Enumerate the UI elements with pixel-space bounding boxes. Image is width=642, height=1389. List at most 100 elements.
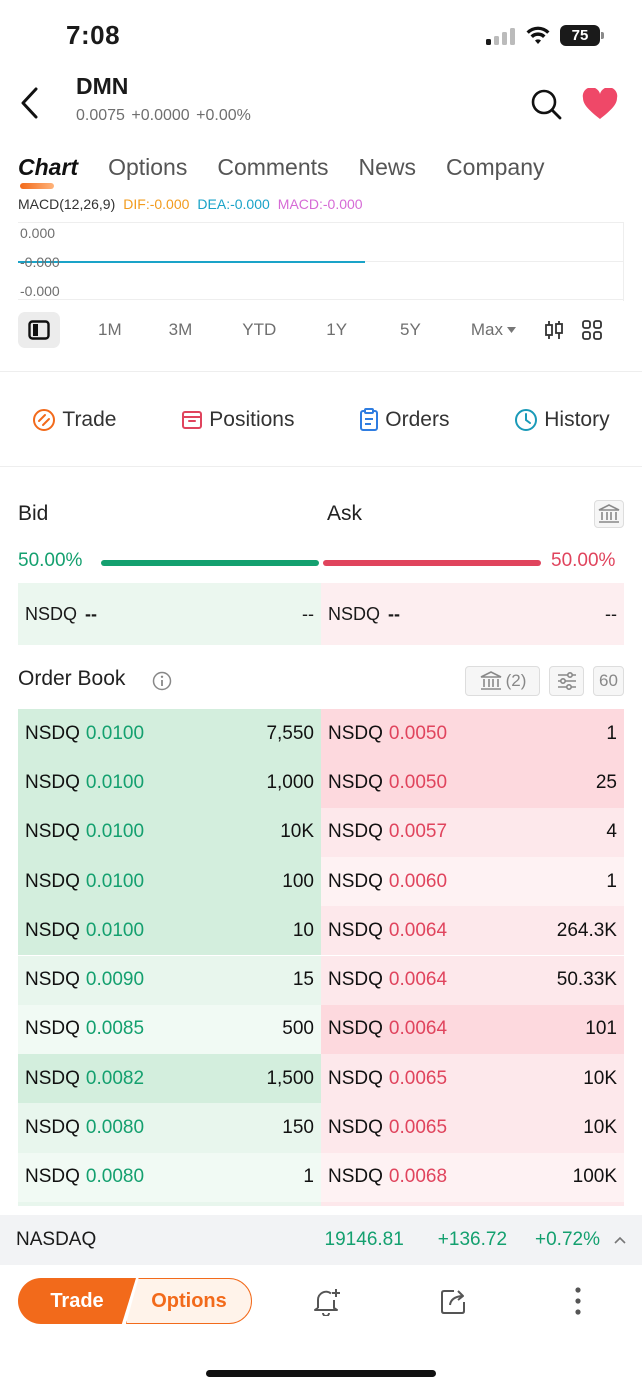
favorite-heart-icon[interactable] (582, 88, 618, 120)
ask-level[interactable]: NSDQ 0.0064 264.3K (321, 906, 624, 956)
bid-level (18, 1202, 321, 1206)
ask-level[interactable]: NSDQ 0.0068 100K (321, 1152, 624, 1202)
bid-summary-exchange: NSDQ (25, 603, 78, 624)
bid-share-bar (101, 560, 319, 566)
positions-action[interactable]: Positions (181, 408, 294, 432)
bid-level[interactable]: NSDQ 0.0100 1,000 (18, 758, 321, 808)
range-ytd[interactable]: YTD (242, 320, 277, 339)
bid-quantity: 15 (292, 969, 314, 991)
bank-icon (598, 504, 620, 523)
bid-summary-price: -- (85, 603, 98, 624)
order-book-row: NSDQ 0.0100 100 NSDQ 0.0060 1 (18, 856, 624, 907)
bid-level[interactable]: NSDQ 0.0100 10K (18, 807, 321, 857)
order-book-row: NSDQ 0.0080 150 NSDQ 0.0065 10K (18, 1103, 624, 1153)
info-icon[interactable] (152, 671, 172, 691)
price-alert-bell-icon[interactable] (312, 1286, 342, 1316)
chart-panel-toggle[interactable] (18, 312, 60, 348)
bid-level[interactable]: NSDQ 0.0082 1,500 (18, 1054, 321, 1104)
ask-quantity: 50.33K (556, 969, 617, 991)
bid-quantity: 1,500 (266, 1067, 314, 1089)
exchange-building-button[interactable] (594, 500, 624, 528)
ask-level[interactable]: NSDQ 0.0060 1 (321, 856, 624, 907)
macd-chart[interactable] (18, 222, 624, 301)
search-icon[interactable] (530, 88, 562, 120)
bid-level[interactable]: NSDQ 0.0090 15 (18, 955, 321, 1005)
bid-level[interactable]: NSDQ 0.0100 100 (18, 856, 321, 907)
ask-level-content: NSDQ 0.0068 100K (328, 1166, 617, 1188)
macd-label: MACD(12,26,9) (18, 196, 116, 212)
range-1m[interactable]: 1M (98, 320, 122, 339)
bid-price: 0.0090 (85, 969, 145, 991)
exchange-filter-button[interactable]: (2) (465, 666, 540, 696)
ask-level[interactable]: NSDQ 0.0065 10K (321, 1054, 624, 1104)
orders-action[interactable]: Orders (359, 408, 449, 432)
ask-price: 0.0060 (388, 870, 448, 892)
history-action[interactable]: History (514, 408, 610, 432)
ask-quantity: 1 (606, 722, 617, 744)
order-book-title: Order Book (18, 667, 126, 690)
ask-price: 0.0057 (388, 821, 448, 843)
trade-action[interactable]: Trade (32, 408, 116, 432)
range-max[interactable]: Max (471, 320, 516, 340)
bid-quantity: 1 (303, 1166, 314, 1188)
order-book-row: NSDQ 0.0082 1,500 NSDQ 0.0065 10K (18, 1054, 624, 1104)
ask-summary: NSDQ -- -- (321, 583, 624, 645)
ask-level[interactable]: NSDQ 0.0050 25 (321, 758, 624, 808)
ask-quantity: 1 (606, 870, 617, 892)
section-tabs: Chart Options Comments News Company (18, 154, 642, 189)
tab-options[interactable]: Options (108, 154, 188, 180)
order-book-row: NSDQ 0.0100 10K NSDQ 0.0057 4 (18, 807, 624, 857)
status-time: 7:08 (66, 20, 121, 50)
tab-company[interactable]: Company (446, 154, 545, 180)
tab-chart[interactable]: Chart (18, 154, 79, 189)
ask-level[interactable]: NSDQ 0.0050 1 (321, 709, 624, 759)
ask-share-bar (323, 560, 541, 566)
order-book-row: NSDQ 0.0100 10 NSDQ 0.0064 264.3K (18, 906, 624, 956)
battery-icon: 75 (560, 25, 604, 46)
macd-dea-line (18, 261, 365, 263)
depth-levels-button[interactable]: 60 (593, 666, 624, 696)
bid-level-content: NSDQ 0.0100 1,000 (25, 772, 314, 794)
tab-news[interactable]: News (358, 154, 417, 180)
ask-quantity: 101 (585, 1018, 617, 1040)
ask-exchange: NSDQ (328, 821, 383, 843)
bid-level[interactable]: NSDQ 0.0085 500 (18, 1004, 321, 1055)
bid-exchange: NSDQ (25, 821, 80, 843)
range-3m[interactable]: 3M (168, 320, 193, 339)
candlestick-icon[interactable] (544, 320, 564, 340)
ask-level[interactable]: NSDQ 0.0057 4 (321, 807, 624, 857)
index-ticker-bar[interactable]: NASDAQ 19146.81 +136.72 +0.72% (0, 1215, 642, 1265)
share-icon[interactable] (440, 1287, 468, 1315)
positions-action-label: Positions (209, 408, 295, 431)
order-book-row-partial (18, 1202, 624, 1206)
bid-level[interactable]: NSDQ 0.0080 1 (18, 1152, 321, 1202)
index-change: +136.72 (437, 1229, 508, 1250)
tab-comments[interactable]: Comments (217, 154, 329, 180)
trade-button[interactable]: Trade (18, 1278, 136, 1324)
bid-price: 0.0100 (85, 821, 145, 843)
range-5y[interactable]: 5Y (400, 320, 421, 339)
ask-level[interactable]: NSDQ 0.0065 10K (321, 1103, 624, 1153)
range-1y[interactable]: 1Y (326, 320, 348, 339)
chevron-up-icon[interactable] (614, 1236, 626, 1244)
ask-level[interactable]: NSDQ 0.0064 101 (321, 1004, 624, 1055)
bid-level[interactable]: NSDQ 0.0100 10 (18, 906, 321, 956)
orders-icon (360, 408, 379, 431)
grid-layout-icon[interactable] (582, 320, 602, 340)
bid-price: 0.0080 (85, 1166, 145, 1188)
order-book-settings-button[interactable] (549, 666, 584, 696)
back-arrow-icon[interactable] (18, 86, 42, 120)
ask-level-content: NSDQ 0.0064 264.3K (328, 920, 617, 942)
caret-down-icon (506, 327, 516, 333)
bid-level[interactable]: NSDQ 0.0080 150 (18, 1103, 321, 1153)
ask-level[interactable]: NSDQ 0.0064 50.33K (321, 955, 624, 1005)
ask-level-content: NSDQ 0.0060 1 (328, 871, 617, 893)
options-button[interactable]: Options (126, 1278, 252, 1324)
macd-legend: MACD(12,26,9) DIF:-0.000 DEA:-0.000 MACD… (18, 196, 363, 212)
bank-icon (480, 671, 501, 690)
macd-right-border (623, 223, 624, 301)
ask-quantity: 10K (583, 1117, 617, 1139)
bid-level[interactable]: NSDQ 0.0100 7,550 (18, 709, 321, 759)
ask-quantity: 4 (606, 821, 617, 843)
more-options-icon[interactable] (574, 1286, 582, 1316)
